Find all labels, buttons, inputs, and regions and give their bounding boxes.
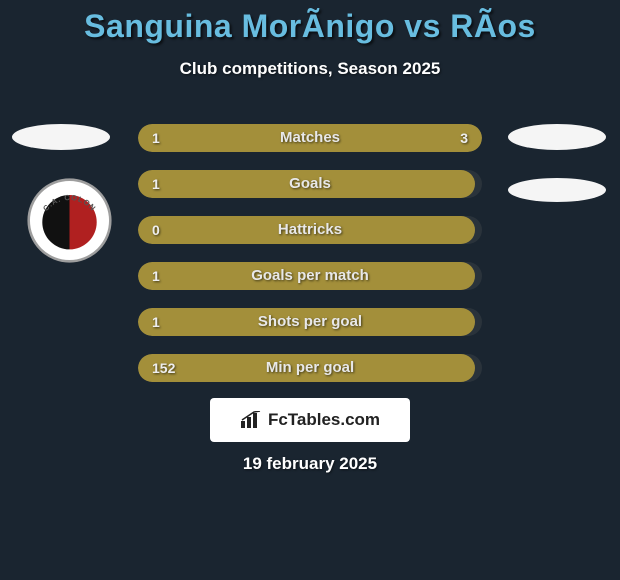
page-title: Sanguina MorÃnigo vs RÃos bbox=[0, 0, 620, 45]
stat-value-left: 152 bbox=[152, 354, 175, 382]
subtitle: Club competitions, Season 2025 bbox=[0, 59, 620, 79]
stat-label: Min per goal bbox=[138, 354, 482, 382]
stat-row: 0Hattricks bbox=[138, 216, 482, 244]
stat-value-left: 1 bbox=[152, 124, 160, 152]
colon-badge-icon: C.A. COLON bbox=[27, 178, 112, 263]
stat-value-left: 1 bbox=[152, 170, 160, 198]
stat-row: 1Shots per goal bbox=[138, 308, 482, 336]
stat-label: Goals bbox=[138, 170, 482, 198]
date-label: 19 february 2025 bbox=[0, 454, 620, 474]
stat-rows: 1Matches31Goals0Hattricks1Goals per matc… bbox=[138, 124, 482, 400]
player2-club-placeholder bbox=[508, 124, 606, 150]
stat-value-left: 1 bbox=[152, 262, 160, 290]
stat-label: Goals per match bbox=[138, 262, 482, 290]
player1-club-placeholder bbox=[12, 124, 110, 150]
player2-nation-placeholder bbox=[508, 178, 606, 202]
brand-badge: FcTables.com bbox=[210, 398, 410, 442]
chart-icon bbox=[240, 411, 262, 429]
stat-label: Matches bbox=[138, 124, 482, 152]
stat-row: 1Goals per match bbox=[138, 262, 482, 290]
stat-label: Hattricks bbox=[138, 216, 482, 244]
stat-value-left: 0 bbox=[152, 216, 160, 244]
stat-row: 1Goals bbox=[138, 170, 482, 198]
brand-label: FcTables.com bbox=[268, 410, 380, 430]
player1-club-badge: C.A. COLON bbox=[27, 178, 112, 263]
stat-row: 152Min per goal bbox=[138, 354, 482, 382]
stat-label: Shots per goal bbox=[138, 308, 482, 336]
stat-row: 1Matches3 bbox=[138, 124, 482, 152]
comparison-card: Sanguina MorÃnigo vs RÃos Club competiti… bbox=[0, 0, 620, 580]
stat-value-right: 3 bbox=[460, 124, 468, 152]
stat-value-left: 1 bbox=[152, 308, 160, 336]
